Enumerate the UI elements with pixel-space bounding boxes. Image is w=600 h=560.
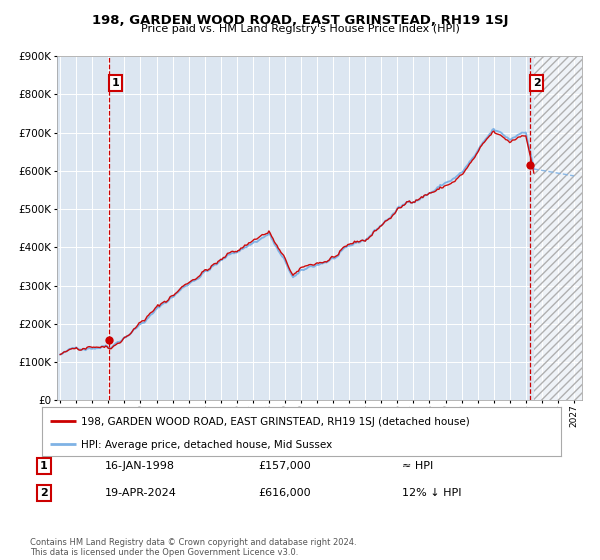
Text: £616,000: £616,000 <box>258 488 311 498</box>
Bar <box>534 56 582 400</box>
Text: Price paid vs. HM Land Registry's House Price Index (HPI): Price paid vs. HM Land Registry's House … <box>140 24 460 34</box>
Text: ≈ HPI: ≈ HPI <box>402 461 433 471</box>
Text: Contains HM Land Registry data © Crown copyright and database right 2024.
This d: Contains HM Land Registry data © Crown c… <box>30 538 356 557</box>
Text: 12% ↓ HPI: 12% ↓ HPI <box>402 488 461 498</box>
Text: 2: 2 <box>40 488 47 498</box>
Text: £157,000: £157,000 <box>258 461 311 471</box>
Text: HPI: Average price, detached house, Mid Sussex: HPI: Average price, detached house, Mid … <box>81 440 332 450</box>
Text: 19-APR-2024: 19-APR-2024 <box>105 488 177 498</box>
Text: 1: 1 <box>40 461 47 471</box>
Text: 2: 2 <box>533 78 541 88</box>
Text: 16-JAN-1998: 16-JAN-1998 <box>105 461 175 471</box>
Bar <box>534 56 582 400</box>
Text: 1: 1 <box>112 78 119 88</box>
Text: 198, GARDEN WOOD ROAD, EAST GRINSTEAD, RH19 1SJ: 198, GARDEN WOOD ROAD, EAST GRINSTEAD, R… <box>92 14 508 27</box>
Text: 198, GARDEN WOOD ROAD, EAST GRINSTEAD, RH19 1SJ (detached house): 198, GARDEN WOOD ROAD, EAST GRINSTEAD, R… <box>81 417 470 427</box>
